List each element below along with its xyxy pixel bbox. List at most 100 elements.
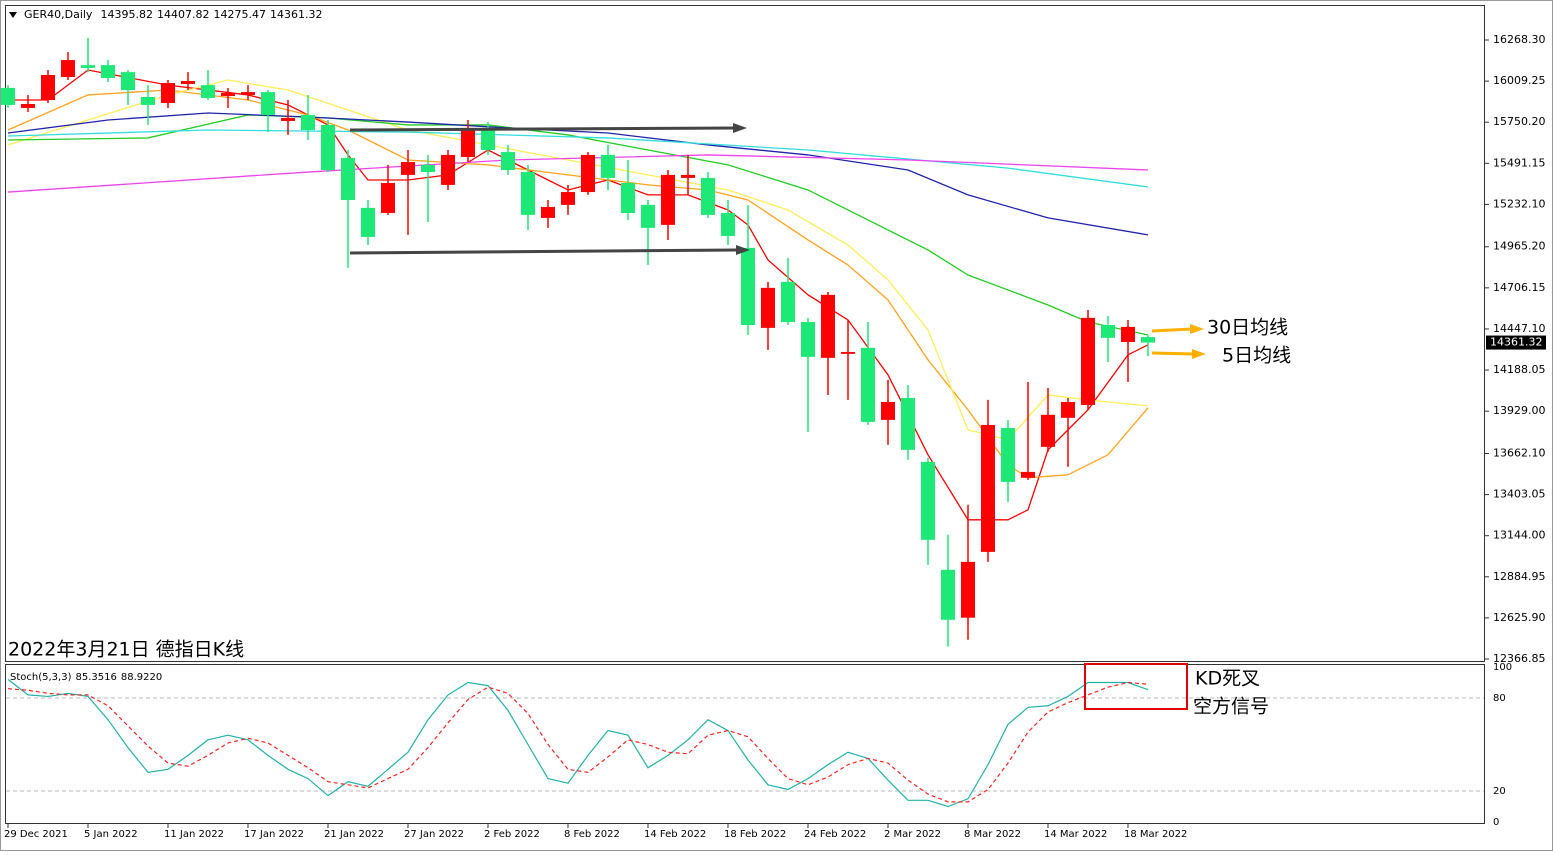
y-tick-label: 12366.85 — [1493, 652, 1546, 665]
candle-body — [1081, 317, 1095, 405]
candle-body — [921, 461, 935, 540]
candle-body — [81, 65, 95, 68]
candle-body — [861, 347, 875, 422]
y-tick-label: 20 — [1493, 786, 1506, 797]
x-tick-label: 11 Jan 2022 — [164, 829, 224, 840]
current-price-label: 14361.32 — [1490, 336, 1543, 349]
arrow-head — [733, 123, 747, 133]
x-tick-label: 14 Feb 2022 — [644, 829, 706, 840]
candle-body — [301, 114, 315, 131]
candle-body — [381, 182, 395, 213]
candle-body — [221, 93, 235, 97]
y-tick-label: 16009.25 — [1493, 74, 1546, 87]
stoch-line — [7, 678, 1149, 808]
arrow-head — [736, 245, 750, 255]
candle-body — [61, 60, 75, 78]
y-tick-label: 13662.10 — [1493, 446, 1546, 459]
candle-body — [581, 154, 595, 193]
candle-body — [41, 74, 55, 101]
candle-body — [441, 154, 455, 185]
moving-average — [7, 129, 1149, 188]
candle-body — [1061, 401, 1075, 418]
stoch-header: Stoch(5,3,3) 85.3516 88.9220 — [10, 672, 162, 683]
candle-body — [841, 351, 855, 354]
candle-body — [1021, 471, 1035, 478]
candle-body — [1101, 324, 1115, 338]
candle-body — [121, 72, 135, 91]
candle-body — [781, 281, 795, 322]
candle-body — [421, 164, 435, 173]
arrow — [349, 248, 739, 255]
candle-body — [1121, 326, 1135, 342]
arrow-head — [1192, 349, 1206, 359]
candle-body — [821, 294, 835, 358]
annotation: 2022年3月21日 德指日K线 — [8, 639, 244, 661]
candle-body — [761, 287, 775, 328]
candle-body — [1041, 414, 1055, 447]
y-tick-label: 14965.20 — [1493, 240, 1546, 253]
y-tick-label: 14706.15 — [1493, 281, 1546, 294]
y-tick-label: 80 — [1493, 693, 1506, 704]
moving-average — [7, 112, 1149, 236]
candle-body — [461, 127, 475, 157]
candle-body — [701, 177, 715, 215]
y-tick-label: 12884.95 — [1493, 570, 1546, 583]
y-tick-label: 15491.15 — [1493, 156, 1546, 169]
candle-body — [141, 97, 155, 105]
candle-body — [241, 92, 255, 95]
candle-body — [661, 174, 675, 225]
candle-body — [561, 192, 575, 205]
x-tick-label: 5 Jan 2022 — [84, 829, 138, 840]
arrow — [349, 126, 736, 132]
x-tick-label: 18 Mar 2022 — [1124, 829, 1187, 840]
chart-header: GER40,Daily 14395.82 14407.82 14275.47 14361… — [24, 8, 322, 21]
y-tick-label: 100 — [1493, 662, 1512, 673]
candle-body — [1, 87, 15, 105]
y-tick-label: 13403.05 — [1493, 488, 1546, 501]
highlight-box — [1084, 663, 1188, 710]
candle-body — [481, 127, 495, 150]
annotation: 30日均线 — [1207, 317, 1288, 339]
candle-body — [501, 152, 515, 170]
moving-average — [7, 89, 1149, 479]
candle-body — [901, 397, 915, 450]
menu-icon[interactable] — [9, 12, 17, 18]
price-panel — [5, 5, 1485, 662]
candle-body — [961, 561, 975, 618]
x-tick-label: 14 Mar 2022 — [1044, 829, 1107, 840]
x-tick-label: 8 Mar 2022 — [964, 829, 1021, 840]
x-tick-label: 8 Feb 2022 — [564, 829, 620, 840]
candle-body — [181, 80, 195, 84]
candle-body — [621, 182, 635, 213]
candle-body — [981, 424, 995, 552]
arrow-head — [1190, 324, 1204, 334]
current-price-box — [1486, 335, 1546, 350]
y-tick-label: 13929.00 — [1493, 404, 1546, 417]
candle-body — [681, 174, 695, 178]
candle-body — [341, 157, 355, 200]
x-tick-label: 27 Jan 2022 — [404, 829, 464, 840]
stoch-line — [7, 681, 1149, 803]
x-tick-label: 29 Dec 2021 — [4, 829, 68, 840]
y-tick-label: 12625.90 — [1493, 611, 1546, 624]
candle-body — [1001, 427, 1015, 482]
candle-body — [321, 124, 335, 170]
candle-body — [741, 247, 755, 325]
y-tick-label: 15750.20 — [1493, 115, 1546, 128]
candle-body — [161, 83, 175, 104]
candle-body — [21, 103, 35, 108]
candle-body — [361, 207, 375, 237]
x-tick-label: 2 Feb 2022 — [484, 829, 540, 840]
candle-body — [1141, 337, 1155, 343]
candle-body — [101, 65, 115, 78]
annotation: 空方信号 — [1193, 696, 1269, 718]
candle-body — [601, 154, 615, 178]
x-tick-label: 2 Mar 2022 — [884, 829, 941, 840]
candle-body — [721, 212, 735, 236]
candle-body — [641, 204, 655, 228]
x-tick-label: 24 Feb 2022 — [804, 829, 866, 840]
candle-body — [521, 172, 535, 215]
x-tick-label: 18 Feb 2022 — [724, 829, 786, 840]
